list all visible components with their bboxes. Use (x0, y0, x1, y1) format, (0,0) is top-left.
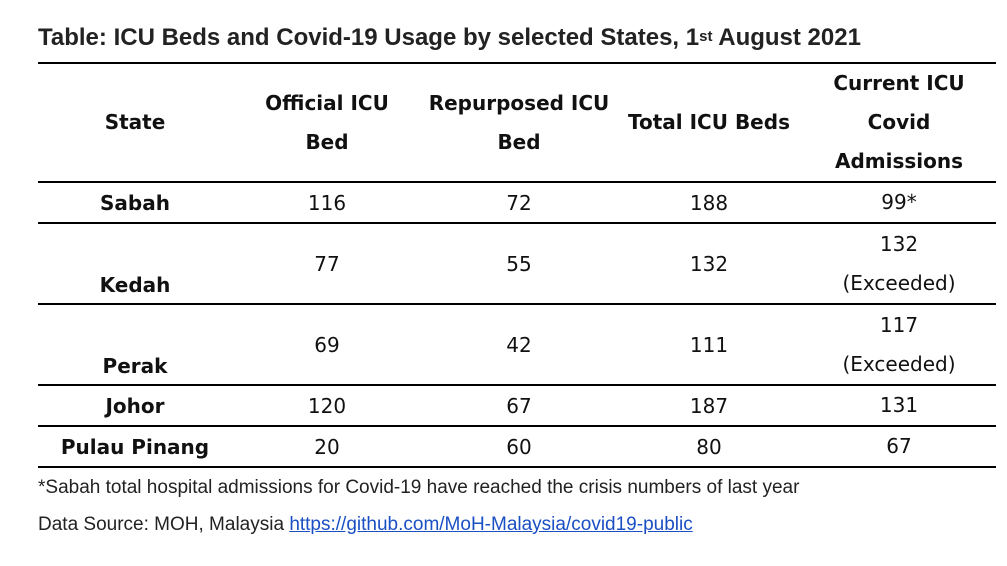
icu-table: State Official ICU Bed Repurposed ICU Bed … (38, 62, 996, 468)
title-date: August 2021 (712, 24, 861, 51)
title-superscript: st (699, 28, 713, 45)
cell-official: 20 (314, 434, 340, 459)
cell-total: 187 (689, 393, 729, 418)
table-title: Table: ICU Beds and Covid-19 Usage by se… (38, 24, 861, 52)
cell-state: Pulau Pinang (60, 434, 210, 459)
table-row: Kedah 77 55 132 132 (Exceeded) (38, 223, 996, 304)
data-source: Data Source: MOH, Malaysia https://githu… (38, 514, 693, 536)
cell-state: Perak (102, 354, 168, 378)
footnote: *Sabah total hospital admissions for Cov… (38, 477, 800, 498)
header-current-line1: Current ICU (833, 71, 965, 95)
header-current-line3: Admissions (834, 149, 964, 173)
cell-repurposed: 55 (506, 251, 532, 276)
header-official-line2: Bed (305, 129, 349, 154)
cell-repurposed: 72 (506, 190, 532, 215)
title-text: Table: ICU Beds and Covid-19 Usage by se… (38, 24, 700, 51)
header-state-label: State (104, 110, 166, 134)
table-row: Pulau Pinang 20 60 80 67 (38, 426, 996, 467)
header-total-label: Total ICU Beds (628, 110, 790, 134)
cell-state: Johor (105, 393, 165, 418)
table-row: Sabah 116 72 188 99* (38, 182, 996, 223)
cell-official: 69 (314, 332, 340, 357)
header-state: State (38, 63, 232, 182)
admissions-note: (Exceeded) (842, 351, 956, 376)
source-link[interactable]: https://github.com/MoH-Malaysia/covid19-… (289, 514, 693, 535)
table-row: Perak 69 42 111 117 (Exceeded) (38, 304, 996, 385)
header-total: Total ICU Beds (616, 63, 802, 182)
cell-total: 111 (689, 332, 729, 357)
cell-total: 188 (689, 190, 729, 215)
admissions-value: 132 (879, 231, 919, 256)
cell-repurposed: 67 (506, 393, 532, 418)
header-repurposed-line1: Repurposed ICU (428, 90, 610, 115)
cell-admissions: 132 (Exceeded) (802, 223, 996, 304)
source-label: Data Source: MOH, Malaysia (38, 514, 290, 535)
cell-official: 77 (314, 251, 340, 276)
cell-state: Kedah (99, 273, 171, 297)
cell-repurposed: 42 (506, 332, 532, 357)
cell-repurposed: 60 (506, 434, 532, 459)
header-repurposed: Repurposed ICU Bed (422, 63, 616, 182)
cell-total: 132 (689, 251, 729, 276)
admissions-note: (Exceeded) (842, 270, 956, 295)
table-row: Johor 120 67 187 131 (38, 385, 996, 426)
header-official: Official ICU Bed (232, 63, 422, 182)
cell-admissions: 99* (881, 190, 917, 214)
cell-state: Sabah (100, 190, 170, 215)
cell-total: 80 (696, 434, 722, 459)
header-official-line1: Official ICU (265, 90, 389, 115)
cell-official: 116 (307, 190, 347, 215)
header-repurposed-line2: Bed (497, 129, 541, 154)
cell-official: 120 (307, 393, 347, 418)
cell-admissions: 117 (Exceeded) (802, 304, 996, 385)
admissions-value: 117 (879, 312, 919, 337)
cell-admissions: 67 (886, 434, 912, 458)
header-current-line2: Covid (867, 110, 931, 134)
header-row: State Official ICU Bed Repurposed ICU Bed … (38, 63, 996, 182)
header-current: Current ICU Covid Admissions (802, 63, 996, 182)
cell-admissions: 131 (879, 393, 919, 417)
